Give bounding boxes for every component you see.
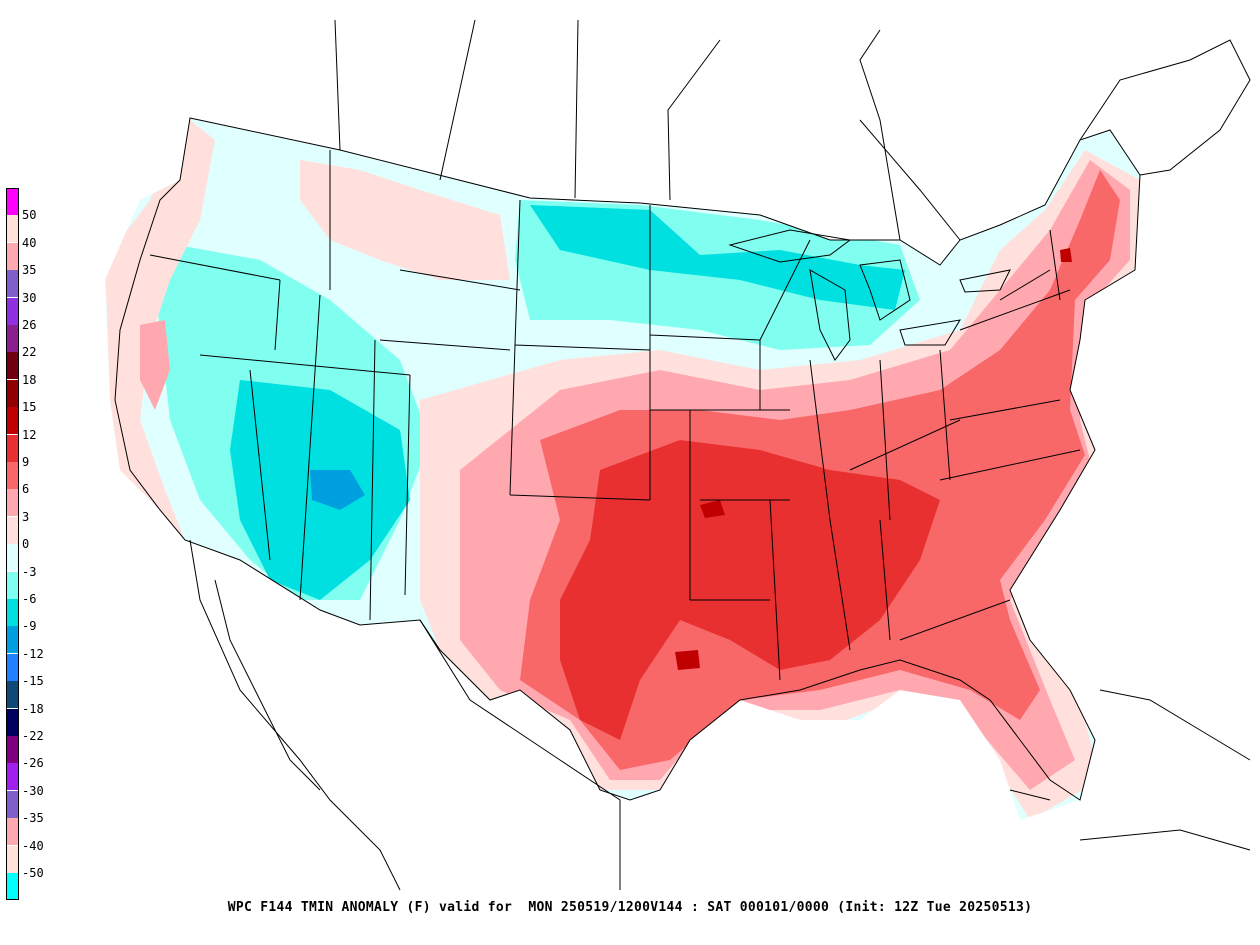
state-lines-central: [649, 205, 811, 681]
legend-label: -35: [22, 811, 44, 826]
legend-swatch: [6, 270, 19, 298]
legend-swatch: [6, 708, 19, 736]
legend-label: 35: [22, 263, 37, 278]
legend-label: 3: [22, 509, 30, 524]
cold-anomaly-north-core: [530, 205, 905, 310]
legend-swatch: [6, 790, 19, 818]
legend-swatch: [6, 763, 19, 791]
state-lines-west: [149, 150, 651, 621]
legend-label: -26: [22, 756, 44, 771]
legend-label: 50: [22, 208, 37, 223]
legend-swatch: [6, 325, 19, 352]
legend-swatch: [6, 215, 19, 243]
warm-anomaly-west-coast: [105, 120, 215, 540]
canada-border-west: [334, 19, 721, 201]
warm-anomaly-northern-rockies: [300, 160, 510, 280]
legend-label: 30: [22, 290, 37, 305]
legend-swatch: [6, 489, 19, 517]
baja-peninsula: [214, 579, 321, 791]
legend-swatch: [6, 626, 19, 654]
legend-swatch: [6, 653, 19, 681]
legend-swatch: [6, 845, 19, 873]
florida-keys-cuba: [1009, 689, 1251, 851]
legend-swatch: [6, 736, 19, 763]
mexico-border: [189, 539, 621, 891]
legend-label: -15: [22, 674, 44, 689]
legend-swatch: [6, 407, 19, 435]
legend-swatch: [6, 571, 19, 599]
legend-swatch: [6, 297, 19, 325]
conus-outline: [114, 117, 1141, 801]
legend-swatch: [6, 242, 19, 270]
legend-swatch: [6, 188, 19, 215]
cold-anomaly-deep-spot: [310, 470, 365, 510]
legend-label: 15: [22, 400, 37, 415]
canada-east-coast: [859, 29, 1251, 241]
legend-label: -12: [22, 646, 44, 661]
legend-label: -40: [22, 838, 44, 853]
legend-label: -30: [22, 783, 44, 798]
state-lines-east: [809, 229, 1081, 651]
warm-anomaly-california: [140, 320, 170, 410]
boundaries: [114, 19, 1251, 891]
legend-swatch: [6, 818, 19, 846]
legend-swatch: [6, 516, 19, 544]
legend-swatch: [6, 352, 19, 380]
legend-label: -3: [22, 564, 37, 579]
legend-label: -50: [22, 866, 44, 880]
warm-anomaly-deep-spot-2: [675, 650, 700, 670]
legend-label: 9: [22, 455, 30, 469]
legend-swatch: [6, 873, 19, 900]
legend-swatch: [6, 462, 19, 489]
legend-label: -9: [22, 619, 37, 634]
great-lakes: [728, 229, 1011, 361]
legend-swatch: [6, 434, 19, 462]
legend-label: 0: [22, 537, 30, 552]
legend-swatch: [6, 544, 19, 572]
legend-label: -18: [22, 701, 44, 716]
legend-label: 26: [22, 318, 37, 332]
legend-label: 40: [22, 235, 37, 250]
map-title: WPC F144 TMIN ANOMALY (F) valid for MON …: [227, 900, 1033, 915]
color-legend: 50 40 35 30 26 22 18 15 12 9 6 3 0 -3 -6 -9 -12 -15 -18 -22…: [0, 0, 60, 945]
warm-anomaly-deep-spot-1: [700, 500, 725, 518]
legend-swatch: [6, 681, 19, 709]
warm-anomaly-deep-spot-3: [1060, 248, 1072, 262]
legend-label: -6: [22, 592, 37, 606]
legend-swatch: [6, 379, 19, 407]
legend-label: 6: [22, 482, 30, 497]
legend-label: 12: [22, 427, 37, 442]
legend-swatch: [6, 599, 19, 626]
warm-anomaly-east-deep: [560, 440, 940, 740]
legend-label: -22: [22, 729, 44, 743]
legend-label: 22: [22, 345, 37, 360]
legend-frame: [6, 188, 19, 901]
legend-label: 18: [22, 372, 37, 387]
